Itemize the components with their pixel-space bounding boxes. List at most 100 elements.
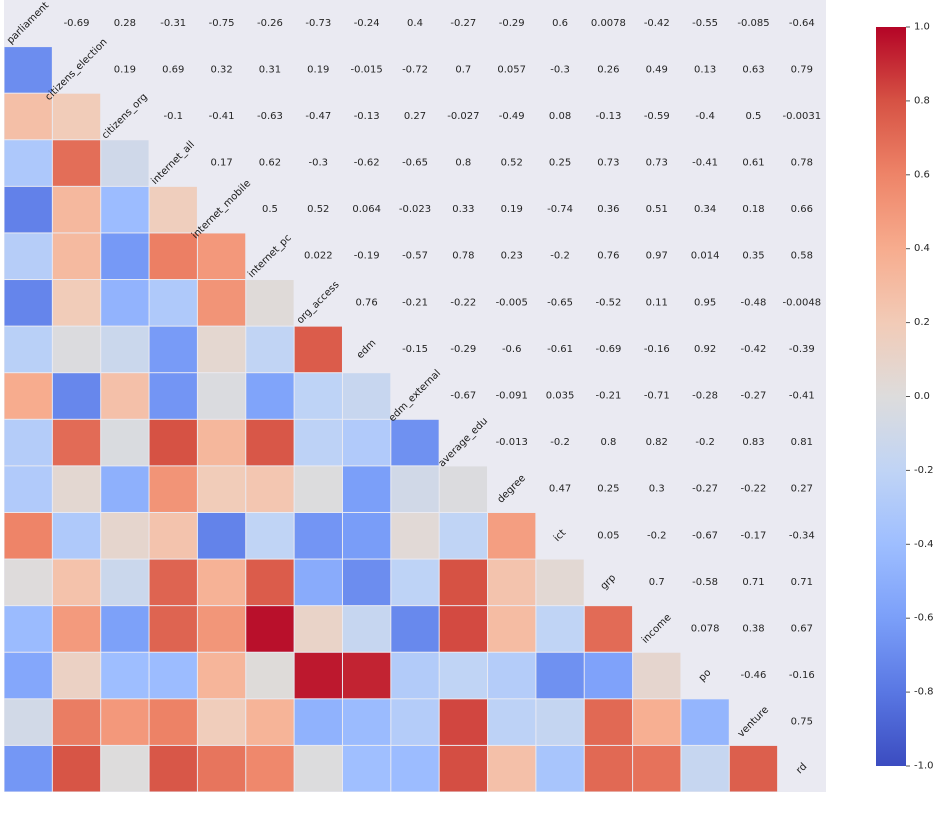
- annotation-internet_mobile-internet_pc: 0.5: [262, 204, 278, 215]
- heatmap-cell-venture-po: [681, 699, 729, 745]
- annotation-org_access-average_edu: -0.22: [450, 297, 476, 308]
- heatmap-cell-rd-income: [633, 745, 681, 792]
- heatmap-cell-ict-citizens_org: [101, 512, 149, 559]
- heatmap-cell-venture-grp: [584, 699, 633, 745]
- heatmap-cell-income-parliament: [4, 606, 52, 652]
- annotation-org_access-income: 0.11: [646, 297, 668, 308]
- annotation-internet_mobile-average_edu: 0.33: [452, 204, 474, 215]
- heatmap-cell-org_access-internet_all: [149, 280, 197, 326]
- heatmap-cell-income-internet_mobile: [197, 606, 246, 652]
- annotation-internet_all-venture: 0.61: [742, 158, 764, 169]
- heatmap-cell-rd-parliament: [4, 745, 52, 792]
- annotation-edm_external-rd: -0.41: [789, 391, 815, 402]
- annotation-degree-grp: 0.25: [597, 484, 619, 495]
- heatmap-cell-grp-internet_pc: [246, 559, 294, 606]
- heatmap-cell-rd-grp: [584, 745, 633, 792]
- annotation-citizens_org-degree: -0.49: [499, 111, 525, 122]
- heatmap-cell-edm-citizens_election: [52, 326, 101, 373]
- heatmap-cell-average_edu-internet_pc: [246, 419, 294, 466]
- annotation-edm-ict: -0.61: [547, 344, 573, 355]
- heatmap-cell-edm-citizens_org: [101, 326, 149, 373]
- annotation-citizens_election-degree: 0.057: [497, 64, 526, 75]
- annotation-internet_mobile-edm_external: -0.023: [399, 204, 431, 215]
- annotation-edm_external-po: -0.28: [692, 391, 718, 402]
- annotation-internet_mobile-grp: 0.36: [597, 204, 619, 215]
- annotation-org_access-po: 0.95: [694, 297, 716, 308]
- annotation-parliament-income: -0.42: [644, 18, 670, 29]
- annotation-average_edu-ict: -0.2: [550, 437, 570, 448]
- annotation-org_access-edm_external: -0.21: [402, 297, 428, 308]
- annotation-internet_all-ict: 0.25: [549, 158, 571, 169]
- annotation-parliament-citizens_org: 0.28: [114, 18, 136, 29]
- heatmap-cell-income-ict: [536, 606, 584, 652]
- annotation-edm_external-average_edu: -0.67: [450, 391, 476, 402]
- annotation-internet_pc-edm_external: -0.57: [402, 251, 428, 262]
- annotation-ict-venture: -0.17: [741, 530, 767, 541]
- heatmap-cell-degree-citizens_election: [52, 466, 101, 512]
- annotation-internet_all-grp: 0.73: [597, 158, 619, 169]
- heatmap-cell-po-income: [633, 652, 681, 699]
- heatmap-cell-average_edu-edm: [342, 419, 391, 466]
- annotation-parliament-edm_external: 0.4: [407, 18, 423, 29]
- heatmap-cell-edm-parliament: [4, 326, 52, 373]
- heatmap-cell-internet_all-citizens_election: [52, 140, 101, 186]
- annotation-venture-rd: 0.75: [791, 717, 813, 728]
- colorbar-tick-label: 1.0: [914, 22, 930, 33]
- annotation-degree-po: -0.27: [692, 484, 718, 495]
- heatmap-cell-income-internet_all: [149, 606, 197, 652]
- colorbar-tick-label: 0.2: [914, 317, 930, 328]
- annotation-internet_pc-grp: 0.76: [597, 251, 619, 262]
- annotation-citizens_election-org_access: 0.19: [307, 64, 329, 75]
- annotation-internet_mobile-rd: 0.66: [791, 204, 813, 215]
- colorbar-tick-label: 0.8: [914, 95, 930, 106]
- annotation-parliament-average_edu: -0.27: [450, 18, 476, 29]
- colorbar-ticks: 1.0 0.8 0.6 0.4 0.2 0.0 -0.2 -0.4 -0.6 -0.8 -1.0: [906, 22, 934, 772]
- annotation-internet_pc-edm: -0.19: [354, 251, 380, 262]
- heatmap-cell-edm_external-internet_mobile: [197, 373, 246, 419]
- heatmap-cell-grp-average_edu: [439, 559, 488, 606]
- heatmap-cell-venture-ict: [536, 699, 584, 745]
- heatmap-cell-venture-citizens_org: [101, 699, 149, 745]
- heatmap-cell-average_edu-edm_external: [391, 419, 439, 466]
- heatmap-cell-ict-internet_mobile: [197, 512, 246, 559]
- annotation-citizens_election-venture: 0.63: [742, 64, 764, 75]
- annotation-internet_mobile-degree: 0.19: [501, 204, 523, 215]
- annotation-edm-degree: -0.6: [502, 344, 522, 355]
- annotation-edm-edm_external: -0.15: [402, 344, 428, 355]
- annotation-parliament-org_access: -0.73: [305, 18, 331, 29]
- annotation-citizens_org-po: -0.4: [695, 111, 715, 122]
- heatmap-cell-ict-parliament: [4, 512, 52, 559]
- heatmap-cell-edm-internet_all: [149, 326, 197, 373]
- heatmap-cell-po-internet_pc: [246, 652, 294, 699]
- annotation-parliament-degree: -0.29: [499, 18, 525, 29]
- heatmap-cell-po-edm_external: [391, 652, 439, 699]
- heatmap-cell-ict-citizens_election: [52, 512, 101, 559]
- heatmap-cell-ict-internet_all: [149, 512, 197, 559]
- annotation-citizens_election-citizens_org: 0.19: [114, 64, 136, 75]
- annotation-citizens_org-venture: 0.5: [746, 111, 762, 122]
- heatmap-cell-po-citizens_org: [101, 652, 149, 699]
- heatmap-cell-income-degree: [488, 606, 536, 652]
- heatmap-cell-rd-average_edu: [439, 745, 488, 792]
- annotation-internet_all-internet_pc: 0.62: [259, 158, 281, 169]
- annotation-citizens_election-average_edu: 0.7: [455, 64, 471, 75]
- annotation-parliament-venture: -0.085: [737, 18, 769, 29]
- annotation-org_access-ict: -0.65: [547, 297, 573, 308]
- annotation-org_access-rd: -0.0048: [783, 297, 822, 308]
- heatmap-cell-average_edu-citizens_election: [52, 419, 101, 466]
- annotation-average_edu-income: 0.82: [646, 437, 668, 448]
- heatmap-cell-degree-average_edu: [439, 466, 488, 512]
- heatmap-cell-po-degree: [488, 652, 536, 699]
- annotation-citizens_election-ict: -0.3: [550, 64, 570, 75]
- annotation-ict-income: -0.2: [647, 530, 667, 541]
- annotation-citizens_election-edm_external: -0.72: [402, 64, 428, 75]
- heatmap-cell-grp-internet_all: [149, 559, 197, 606]
- heatmap-cell-citizens_org-parliament: [4, 93, 52, 140]
- annotation-parliament-grp: 0.0078: [591, 18, 626, 29]
- heatmap-cell-venture-internet_mobile: [197, 699, 246, 745]
- annotation-edm_external-degree: -0.091: [496, 391, 528, 402]
- annotation-internet_all-degree: 0.52: [501, 158, 523, 169]
- annotation-edm-grp: -0.69: [595, 344, 621, 355]
- annotation-edm-average_edu: -0.29: [450, 344, 476, 355]
- heatmap-cell-grp-degree: [488, 559, 536, 606]
